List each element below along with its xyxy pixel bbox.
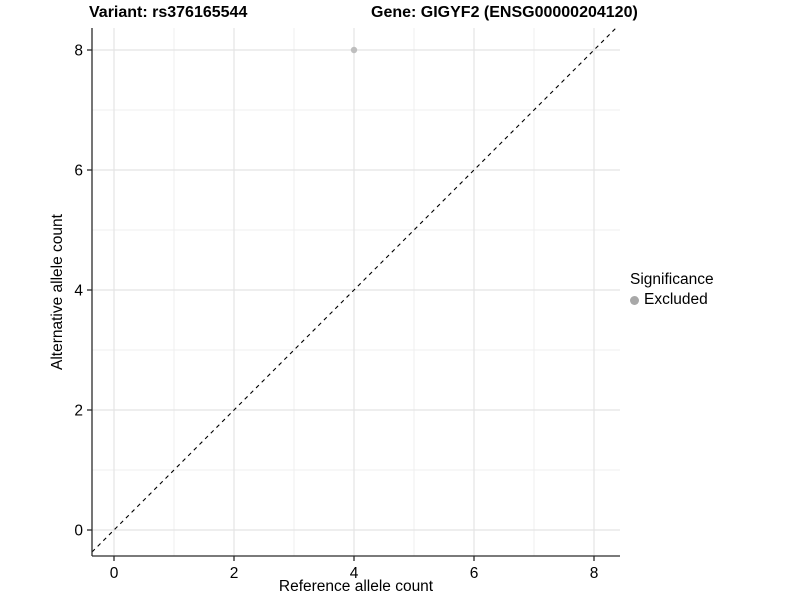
identity-reference-line bbox=[91, 27, 617, 553]
y-tick-label: 6 bbox=[74, 163, 83, 180]
y-tick-label: 2 bbox=[74, 403, 83, 420]
legend: Significance Excluded bbox=[630, 271, 714, 309]
x-axis-title: Reference allele count bbox=[278, 578, 434, 595]
x-tick-label: 8 bbox=[590, 565, 599, 582]
y-tick-label: 0 bbox=[74, 523, 83, 540]
x-tick-label: 6 bbox=[470, 565, 479, 582]
x-tick-label: 4 bbox=[350, 565, 359, 582]
y-tick-label: 8 bbox=[74, 43, 83, 60]
y-tick-label: 4 bbox=[74, 283, 83, 300]
data-point-excluded bbox=[350, 46, 358, 54]
x-tick-label: 2 bbox=[230, 565, 239, 582]
legend-title: Significance bbox=[630, 271, 714, 288]
legend-item-label: Excluded bbox=[644, 291, 708, 308]
gene-title: Gene: GIGYF2 (ENSG00000204120) bbox=[371, 4, 638, 21]
excluded-point-icon bbox=[630, 295, 639, 305]
legend-item-excluded: Excluded bbox=[630, 291, 714, 309]
variant-title: Variant: rs376165544 bbox=[89, 4, 248, 21]
x-tick-label: 0 bbox=[110, 565, 119, 582]
